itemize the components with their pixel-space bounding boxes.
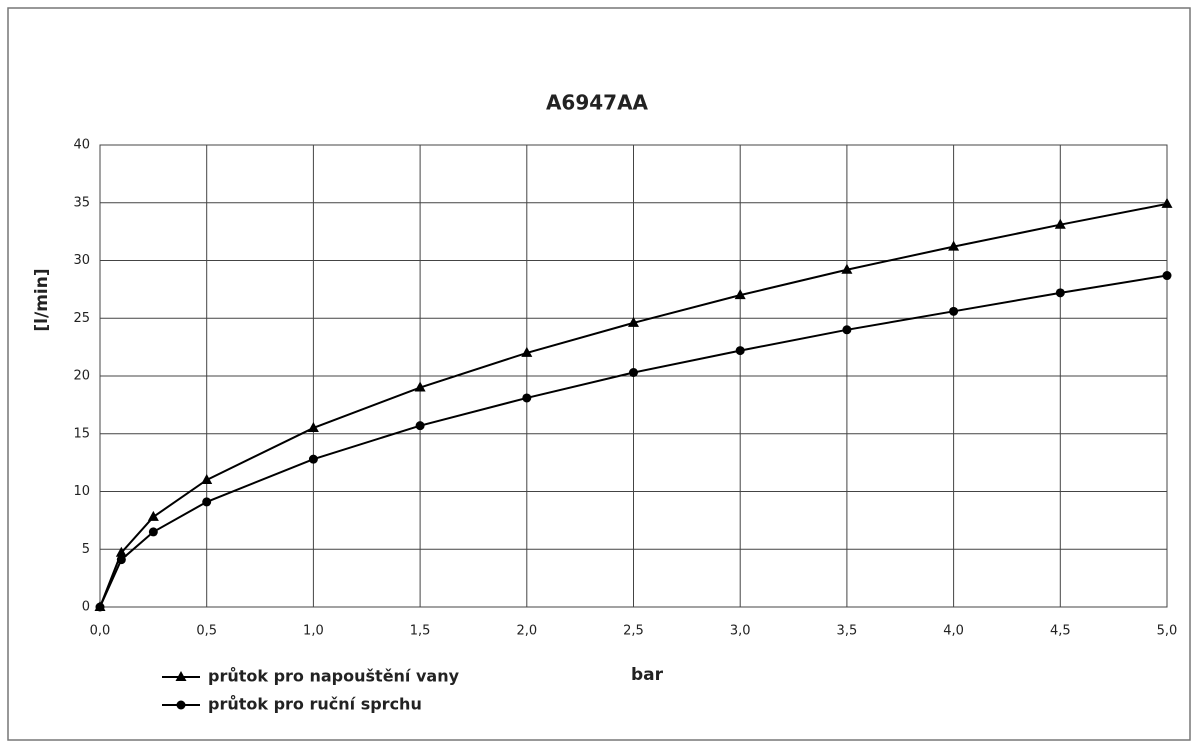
x-tick-label: 4,0 bbox=[943, 624, 964, 639]
marker bbox=[629, 368, 638, 378]
marker bbox=[948, 240, 960, 251]
marker bbox=[116, 555, 126, 565]
marker bbox=[115, 546, 127, 557]
marker bbox=[735, 346, 745, 356]
x-tick-label: 3,0 bbox=[730, 624, 751, 639]
marker bbox=[521, 346, 533, 357]
legend-marker bbox=[175, 671, 187, 681]
x-tick-label: 5,0 bbox=[1157, 624, 1178, 639]
marker bbox=[842, 325, 852, 335]
y-axis-label: [l/min] bbox=[32, 268, 52, 331]
x-tick-label: 3,5 bbox=[837, 624, 858, 639]
x-tick-label: 0,5 bbox=[196, 624, 217, 639]
y-tick-label: 10 bbox=[73, 484, 90, 499]
marker bbox=[308, 454, 318, 464]
y-tick-label: 25 bbox=[73, 311, 90, 326]
marker bbox=[522, 393, 532, 403]
legend-marker bbox=[176, 700, 186, 710]
x-axis-label: bar bbox=[631, 665, 664, 685]
marker bbox=[147, 510, 159, 521]
marker bbox=[95, 602, 105, 612]
chart-title: A6947AA bbox=[546, 91, 649, 115]
y-tick-label: 40 bbox=[73, 138, 90, 153]
y-tick-label: 5 bbox=[82, 542, 90, 557]
y-tick-label: 0 bbox=[82, 600, 90, 615]
x-tick-label: 0,0 bbox=[90, 624, 111, 639]
marker bbox=[734, 289, 746, 300]
legend-label: průtok pro napouštění vany bbox=[208, 667, 460, 686]
marker bbox=[1055, 288, 1065, 298]
marker bbox=[202, 497, 212, 507]
marker bbox=[201, 473, 213, 484]
marker bbox=[949, 306, 959, 316]
marker bbox=[414, 381, 426, 392]
x-tick-label: 1,5 bbox=[410, 624, 431, 639]
y-tick-label: 35 bbox=[73, 195, 90, 210]
marker bbox=[1162, 271, 1172, 281]
marker bbox=[307, 421, 319, 432]
marker bbox=[1054, 218, 1066, 229]
x-tick-label: 2,0 bbox=[516, 624, 537, 639]
marker bbox=[148, 527, 158, 537]
marker bbox=[841, 263, 853, 274]
x-tick-label: 2,5 bbox=[623, 624, 644, 639]
marker bbox=[1161, 197, 1173, 208]
marker bbox=[415, 421, 425, 431]
marker bbox=[628, 316, 639, 327]
y-tick-label: 30 bbox=[73, 253, 90, 268]
y-tick-label: 20 bbox=[73, 369, 90, 384]
x-tick-label: 1,0 bbox=[303, 624, 324, 639]
x-tick-label: 4,5 bbox=[1050, 624, 1071, 639]
y-tick-label: 15 bbox=[73, 426, 90, 441]
legend-label: průtok pro ruční sprchu bbox=[208, 695, 422, 714]
